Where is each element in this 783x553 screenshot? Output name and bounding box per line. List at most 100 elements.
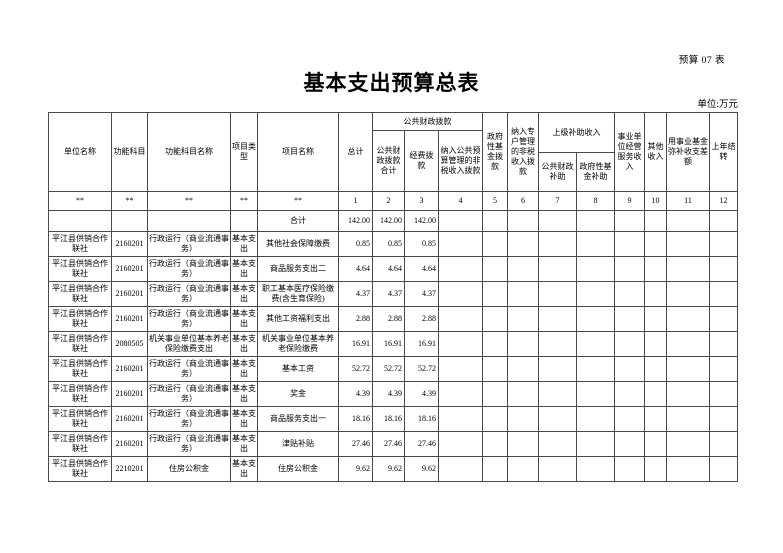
cell-proj-type: 基本支出 [230,306,258,332]
cell-func-code: 2160201 [111,406,148,432]
code-cell: ** [48,191,112,211]
cell-empty [438,406,483,432]
cell-proj-type: 基本支出 [230,431,258,457]
cell-empty [507,331,539,357]
col-header-pf-total: 公共财政拨款合计 [372,130,405,192]
cell-value: 52.72 [338,356,373,382]
cell-value: 16.91 [338,331,373,357]
cell-unit-name: 平江县供销合作联社 [48,406,112,432]
cell-func-code: 2160201 [111,381,148,407]
col-header-func-name: 功能科目名称 [147,112,231,192]
cell-empty [709,456,738,482]
cell-value: 27.46 [404,431,439,457]
cell-empty [482,356,508,382]
table-row: 平江县供销合作联社 2160201 行政运行（商业流通事务） 基本支出 职工基本… [48,281,738,307]
cell-empty [614,406,645,432]
code-cell: ** [257,191,339,211]
code-cell: 2 [372,191,405,211]
cell-empty [576,331,615,357]
cell-empty [614,381,645,407]
cell-empty [507,281,539,307]
cell-empty [482,331,508,357]
cell-func-name: 住房公积金 [147,456,231,482]
cell-proj-type: 基本支出 [230,281,258,307]
cell-empty [438,381,483,407]
cell-empty [538,281,577,307]
code-cell: 10 [644,191,667,211]
cell-proj-type: 基本支出 [230,381,258,407]
total-value: 142.00 [404,210,439,232]
cell-empty [666,281,710,307]
cell-empty [438,456,483,482]
cell-value: 2.88 [404,306,439,332]
cell-empty [709,306,738,332]
code-cell: 1 [338,191,373,211]
cell-empty [666,331,710,357]
cell-empty [147,210,231,232]
cell-empty [614,456,645,482]
table-row: 平江县供销合作联社 2160201 行政运行（商业流通事务） 基本支出 其他工资… [48,306,738,332]
cell-proj-name: 其他社会保障缴费 [257,231,339,257]
cell-empty [538,231,577,257]
cell-value: 52.72 [404,356,439,382]
cell-func-code: 2160201 [111,281,148,307]
table-number-label: 预算 07 表 [678,56,725,66]
table-row: 平江县供销合作联社 2080505 机关事业单位基本养老保险缴费支出 基本支出 … [48,331,738,357]
cell-empty [709,356,738,382]
cell-empty [538,356,577,382]
cell-proj-name: 奖金 [257,381,339,407]
cell-empty [482,381,508,407]
cell-empty [666,231,710,257]
table-row: 平江县供销合作联社 2210201 住房公积金 基本支出 住房公积金 9.62 … [48,456,738,482]
cell-empty [438,210,483,232]
cell-empty [709,381,738,407]
cell-unit-name: 平江县供销合作联社 [48,231,112,257]
cell-func-name: 行政运行（商业流通事务） [147,431,231,457]
cell-empty [482,306,508,332]
col-header-proj-type: 项目类型 [230,112,258,192]
cell-value: 4.37 [338,281,373,307]
cell-empty [666,431,710,457]
cell-empty [438,431,483,457]
code-cell: ** [111,191,148,211]
cell-empty [438,231,483,257]
cell-empty [48,210,112,232]
cell-empty [614,210,645,232]
cell-proj-type: 基本支出 [230,231,258,257]
cell-empty [644,406,667,432]
cell-empty [507,256,539,282]
header-row-3: 公共财政补助 政府性基金补助 [49,152,738,192]
cell-value: 4.64 [372,256,405,282]
column-code-row: ** ** ** ** ** 1 2 3 4 5 6 7 8 9 10 11 1… [48,191,738,211]
cell-empty [538,306,577,332]
cell-func-code: 2160201 [111,356,148,382]
cell-proj-name: 商品服务支出一 [257,406,339,432]
page-title: 基本支出预算总表 [303,71,480,95]
code-cell: 11 [666,191,710,211]
col-header-fund-alloc: 经费拨款 [404,130,439,192]
cell-value: 4.64 [338,256,373,282]
cell-empty [614,356,645,382]
cell-empty [538,406,577,432]
cell-value: 16.91 [404,331,439,357]
total-value: 142.00 [372,210,405,232]
table-row: 平江县供销合作联社 2160201 行政运行（商业流通事务） 基本支出 其他社会… [48,231,738,257]
col-header-gf-subsidy: 政府性基金补助 [576,152,615,192]
cell-unit-name: 平江县供销合作联社 [48,356,112,382]
cell-empty [438,331,483,357]
cell-empty [614,256,645,282]
cell-value: 2.88 [372,306,405,332]
cell-func-code: 2160201 [111,256,148,282]
code-cell: 12 [709,191,738,211]
code-cell: 5 [482,191,508,211]
cell-value: 4.37 [372,281,405,307]
cell-empty [482,431,508,457]
cell-value: 4.39 [404,381,439,407]
cell-empty [507,456,539,482]
cell-empty [538,331,577,357]
cell-value: 18.16 [338,406,373,432]
cell-empty [709,331,738,357]
cell-empty [644,331,667,357]
cell-empty [666,256,710,282]
